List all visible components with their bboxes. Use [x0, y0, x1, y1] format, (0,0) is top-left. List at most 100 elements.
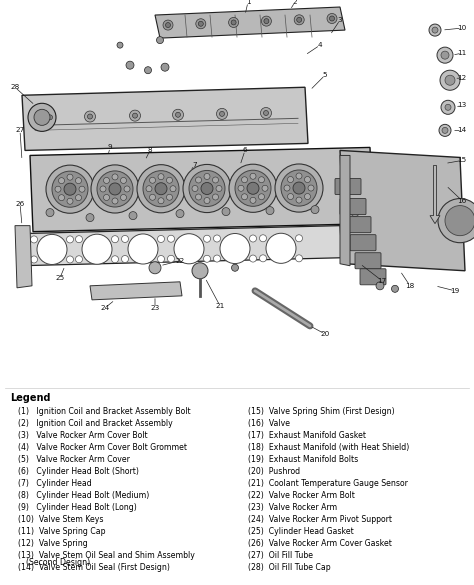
Circle shape	[174, 234, 204, 264]
Circle shape	[296, 197, 302, 203]
Circle shape	[259, 235, 266, 242]
Text: (25)  Cylinder Head Gasket: (25) Cylinder Head Gasket	[248, 527, 354, 536]
Circle shape	[86, 214, 94, 222]
Circle shape	[212, 194, 219, 200]
Circle shape	[189, 170, 225, 207]
Circle shape	[203, 255, 210, 262]
Text: 4: 4	[318, 42, 322, 48]
Text: 8: 8	[148, 147, 152, 153]
FancyBboxPatch shape	[345, 216, 371, 233]
Circle shape	[351, 209, 359, 216]
Circle shape	[242, 194, 247, 200]
Text: 9: 9	[108, 144, 112, 150]
Circle shape	[392, 285, 399, 292]
Text: 10: 10	[457, 25, 466, 31]
Circle shape	[75, 236, 82, 243]
FancyBboxPatch shape	[355, 253, 381, 269]
Text: (7)   Cylinder Head: (7) Cylinder Head	[18, 479, 92, 488]
Text: (17)  Exhaust Manifold Gasket: (17) Exhaust Manifold Gasket	[248, 431, 366, 440]
Text: 19: 19	[450, 288, 460, 294]
Circle shape	[97, 171, 133, 207]
Circle shape	[166, 177, 173, 183]
Circle shape	[167, 255, 174, 262]
Circle shape	[432, 27, 438, 33]
Circle shape	[204, 198, 210, 204]
Circle shape	[173, 109, 183, 121]
Circle shape	[34, 109, 50, 125]
Circle shape	[67, 198, 73, 204]
Circle shape	[195, 194, 201, 200]
Circle shape	[79, 186, 85, 192]
Circle shape	[146, 185, 152, 192]
Circle shape	[156, 37, 164, 44]
Text: 2: 2	[292, 0, 297, 5]
Circle shape	[438, 198, 474, 243]
Circle shape	[219, 111, 225, 116]
Circle shape	[198, 21, 203, 26]
Circle shape	[124, 186, 130, 192]
Circle shape	[295, 235, 302, 242]
Text: (14)  Valve Stem Oil Seal (First Design): (14) Valve Stem Oil Seal (First Design)	[18, 563, 170, 572]
Circle shape	[100, 186, 106, 192]
Circle shape	[47, 115, 53, 120]
Circle shape	[175, 112, 181, 117]
Text: 27: 27	[15, 128, 25, 133]
Text: (22)  Valve Rocker Arm Bolt: (22) Valve Rocker Arm Bolt	[248, 491, 355, 500]
Circle shape	[149, 177, 155, 183]
Text: 1: 1	[246, 0, 250, 5]
Circle shape	[231, 20, 236, 25]
Circle shape	[120, 177, 127, 184]
Text: (20)  Pushrod: (20) Pushrod	[248, 467, 300, 476]
Circle shape	[341, 207, 349, 215]
Circle shape	[441, 100, 455, 114]
Circle shape	[66, 236, 73, 243]
Circle shape	[46, 209, 54, 216]
Circle shape	[229, 164, 277, 212]
FancyBboxPatch shape	[335, 178, 361, 195]
Circle shape	[52, 171, 88, 207]
Circle shape	[176, 209, 184, 218]
Circle shape	[163, 20, 173, 30]
Circle shape	[91, 165, 139, 213]
Circle shape	[445, 104, 451, 111]
Text: (11)  Valve Spring Cap: (11) Valve Spring Cap	[18, 527, 106, 536]
Text: (13)  Valve Stem Oil Seal and Shim Assembly: (13) Valve Stem Oil Seal and Shim Assemb…	[18, 551, 195, 560]
Circle shape	[103, 177, 109, 184]
Polygon shape	[30, 147, 373, 232]
Text: (6)   Cylinder Head Bolt (Short): (6) Cylinder Head Bolt (Short)	[18, 467, 139, 476]
Circle shape	[58, 178, 64, 184]
Text: 3: 3	[337, 17, 342, 23]
Circle shape	[295, 255, 302, 262]
Circle shape	[112, 174, 118, 180]
Circle shape	[304, 177, 310, 183]
Circle shape	[170, 185, 176, 192]
Circle shape	[46, 165, 94, 214]
Circle shape	[117, 42, 123, 48]
Circle shape	[266, 207, 274, 215]
Text: 28: 28	[10, 84, 19, 90]
Text: 25: 25	[55, 275, 64, 281]
Circle shape	[183, 164, 231, 212]
Polygon shape	[340, 150, 465, 271]
Text: (2)   Ignition Coil and Bracket Assembly: (2) Ignition Coil and Bracket Assembly	[18, 419, 173, 428]
Circle shape	[264, 111, 268, 115]
Circle shape	[439, 125, 451, 136]
Text: 21: 21	[215, 303, 225, 309]
Circle shape	[308, 185, 314, 191]
Text: (3)   Valve Rocker Arm Cover Bolt: (3) Valve Rocker Arm Cover Bolt	[18, 431, 147, 440]
Circle shape	[250, 197, 256, 204]
Circle shape	[258, 194, 264, 200]
Circle shape	[304, 194, 310, 199]
Circle shape	[259, 255, 266, 262]
Circle shape	[261, 108, 272, 119]
FancyBboxPatch shape	[360, 269, 386, 285]
Circle shape	[37, 235, 67, 264]
Circle shape	[242, 177, 247, 183]
Text: (26)  Valve Rocker Arm Cover Gasket: (26) Valve Rocker Arm Cover Gasket	[248, 539, 392, 548]
Circle shape	[133, 113, 137, 118]
Text: 26: 26	[15, 201, 25, 207]
Text: 7: 7	[193, 163, 197, 168]
Circle shape	[249, 235, 256, 242]
Circle shape	[235, 170, 271, 207]
Circle shape	[275, 164, 323, 212]
